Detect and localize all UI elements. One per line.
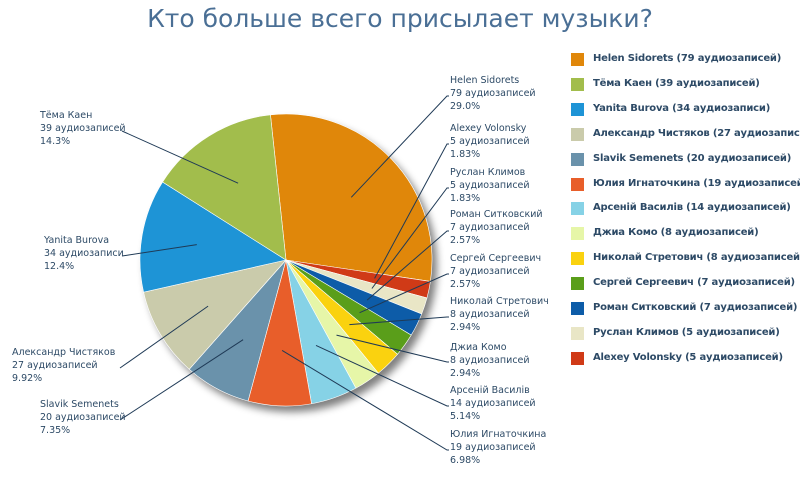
- callout-percent-2: 1.83%: [450, 193, 480, 204]
- callout-labels: Helen Sidorets 79 аудиозаписей 29.0% Alexey…: [12, 75, 549, 466]
- callout-lines: [119, 95, 449, 451]
- pie-slices: [139, 113, 433, 407]
- legend-label: Руслан Климов (5 аудиозаписей): [593, 326, 780, 338]
- callout-name-0: Helen Sidorets: [450, 75, 519, 86]
- callout-line-4: [359, 273, 449, 314]
- pie-slice-0: [270, 113, 433, 282]
- legend-swatch: [571, 53, 584, 66]
- pie-slice-11: [139, 181, 287, 293]
- callout-count-1: 5 аудиозаписей: [450, 136, 530, 147]
- callout-name-6: Джиа Комо: [450, 342, 507, 353]
- callout-percent-3: 2.57%: [450, 235, 480, 246]
- callout-count-7: 14 аудиозаписей: [450, 398, 536, 409]
- callout-name-8: Юлия Игнаточкина: [450, 429, 546, 440]
- callout-count-10: 27 аудиозаписей: [12, 360, 98, 371]
- callout-percent-8: 6.98%: [450, 455, 480, 466]
- callout-percent-9: 7.35%: [40, 425, 70, 436]
- callout-line-10: [119, 305, 209, 369]
- callout-line-6: [336, 334, 449, 363]
- callout-name-3: Роман Ситковский: [450, 209, 543, 220]
- legend-swatch: [571, 77, 584, 91]
- legend-label: Alexey Volonsky (5 аудиозаписей): [593, 351, 783, 363]
- legend-label: Роман Ситковский (7 аудиозаписей): [593, 302, 798, 313]
- pie-slice-10: [143, 259, 287, 370]
- legend-label: Николай Стретович (8 аудиозаписей): [593, 252, 800, 264]
- legend-swatch: [571, 326, 584, 340]
- legend-label: Helen Sidorets (79 аудиозаписей): [593, 53, 782, 64]
- callout-count-3: 7 аудиозаписей: [450, 222, 530, 233]
- callout-percent-6: 2.94%: [450, 368, 480, 379]
- callout-count-9: 20 аудиозаписей: [40, 412, 126, 423]
- legend-label: Тёма Каен (39 аудиозаписей): [593, 77, 760, 89]
- legend-swatch: [571, 127, 584, 141]
- callout-percent-5: 2.94%: [450, 322, 480, 333]
- callout-name-12: Тёма Каен: [39, 110, 92, 121]
- callout-percent-0: 29.0%: [450, 101, 480, 112]
- callout-count-12: 39 аудиозаписей: [40, 123, 126, 134]
- callout-name-10: Александр Чистяков: [12, 347, 116, 358]
- callout-percent-7: 5.14%: [450, 411, 480, 422]
- callout-name-5: Николай Стретович: [450, 296, 549, 307]
- callout-count-6: 8 аудиозаписей: [450, 355, 530, 366]
- callout-count-11: 34 аудиозаписи: [44, 248, 124, 259]
- callout-line-0: [350, 95, 449, 198]
- callout-line-11: [121, 244, 197, 257]
- callout-percent-4: 2.57%: [450, 279, 480, 290]
- callout-line-12: [121, 130, 239, 184]
- callout-percent-12: 14.3%: [40, 136, 70, 147]
- callout-count-8: 19 аудиозаписей: [450, 442, 536, 453]
- chart-title: Кто больше всего присылает музыки?: [147, 4, 653, 33]
- callout-line-1: [374, 143, 449, 279]
- legend-label: Yanita Burova (34 аудиозаписи): [593, 102, 771, 114]
- callout-line-9: [119, 339, 244, 421]
- legend-label: Сергей Сергеевич (7 аудиозаписей): [593, 277, 795, 289]
- callout-line-8: [281, 349, 449, 451]
- legend-swatch: [571, 202, 584, 216]
- callout-name-9: Slavik Semenets: [40, 399, 119, 410]
- callout-line-5: [349, 316, 449, 326]
- legend-swatch: [571, 277, 584, 291]
- legend-label: Александр Чистяков (27 аудиозаписе: [593, 127, 800, 139]
- callout-name-11: Yanita Burova: [43, 235, 109, 246]
- legend-swatch: [571, 351, 584, 365]
- legend-swatch: [571, 102, 584, 116]
- callout-name-7: Арсеній Василів: [450, 385, 530, 396]
- callout-count-4: 7 аудиозаписей: [450, 266, 530, 277]
- callout-count-5: 8 аудиозаписей: [450, 309, 530, 320]
- callout-line-7: [315, 344, 449, 407]
- callout-name-4: Сергей Сергеевич: [450, 253, 541, 264]
- legend-label: Джиа Комо (8 аудиозаписей): [593, 227, 759, 239]
- callout-count-0: 79 аудиозаписей: [450, 88, 536, 99]
- callout-count-2: 5 аудиозаписей: [450, 180, 530, 191]
- legend-label: Юлия Игнаточкина (19 аудиозаписей): [593, 177, 800, 189]
- pie-slice-12: [162, 114, 287, 261]
- callout-name-1: Alexey Volonsky: [450, 123, 527, 134]
- legend-swatch: [571, 227, 584, 241]
- legend-swatch: [571, 177, 584, 191]
- callout-percent-1: 1.83%: [450, 149, 480, 160]
- legend-swatch: [571, 302, 584, 315]
- legend-label: Slavik Semenets (20 аудиозаписей): [593, 152, 792, 164]
- legend-swatch: [571, 252, 584, 266]
- legend-label: Арсеній Василів (14 аудиозаписей): [593, 202, 791, 214]
- callout-line-2: [371, 187, 449, 289]
- callout-line-3: [366, 230, 449, 301]
- callout-name-2: Руслан Климов: [450, 167, 526, 178]
- legend-swatch: [571, 152, 584, 166]
- callout-percent-10: 9.92%: [12, 373, 42, 384]
- callout-percent-11: 12.4%: [44, 261, 74, 272]
